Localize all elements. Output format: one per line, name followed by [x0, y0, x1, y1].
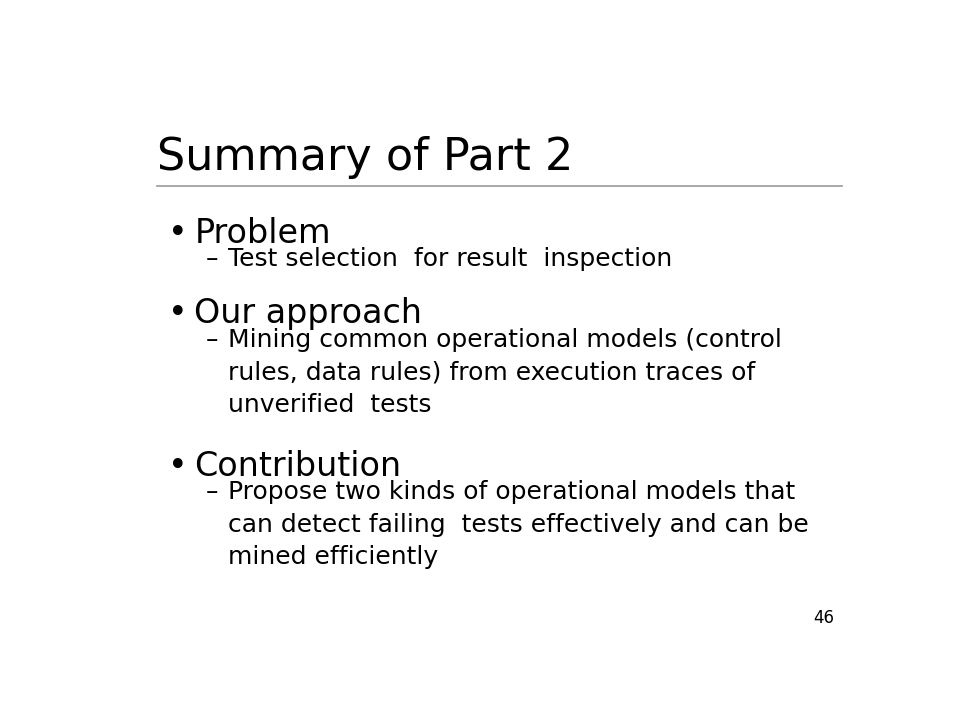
Text: –: –: [205, 247, 218, 271]
Text: 46: 46: [813, 609, 834, 627]
Text: Summary of Part 2: Summary of Part 2: [157, 136, 573, 179]
Text: –: –: [205, 480, 218, 504]
Text: Propose two kinds of operational models that
can detect failing  tests effective: Propose two kinds of operational models …: [228, 480, 808, 569]
Text: Our approach: Our approach: [194, 297, 422, 330]
Text: •: •: [168, 217, 188, 250]
Text: Test selection  for result  inspection: Test selection for result inspection: [228, 247, 672, 271]
Text: •: •: [168, 297, 188, 330]
Text: Mining common operational models (control
rules, data rules) from execution trac: Mining common operational models (contro…: [228, 328, 781, 417]
Text: –: –: [205, 328, 218, 351]
Text: •: •: [168, 449, 188, 482]
Text: Problem: Problem: [194, 217, 331, 250]
Text: Contribution: Contribution: [194, 449, 401, 482]
